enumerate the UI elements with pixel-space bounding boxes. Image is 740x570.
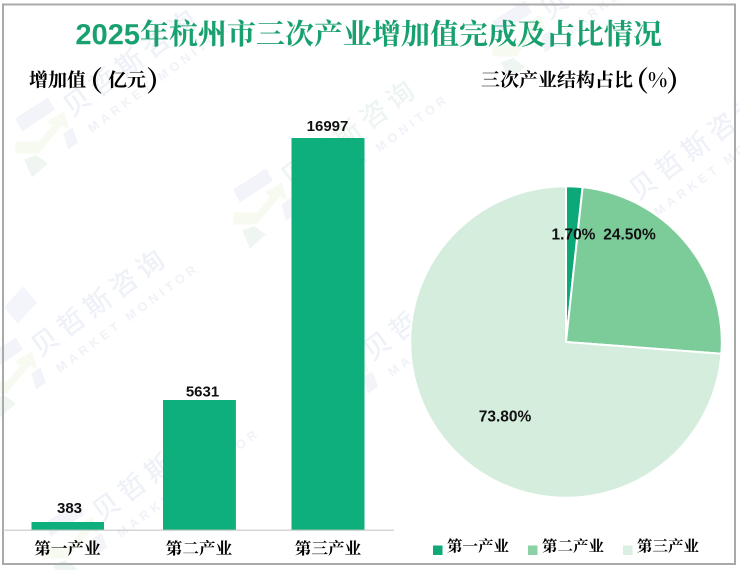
svg-text:1.70%: 1.70% xyxy=(552,226,596,243)
svg-text:MARKET MONITOR: MARKET MONITOR xyxy=(562,0,711,38)
svg-text:16997: 16997 xyxy=(307,118,349,135)
svg-text:5631: 5631 xyxy=(186,384,219,401)
svg-text:24.50%: 24.50% xyxy=(603,226,656,243)
svg-text:73.80%: 73.80% xyxy=(479,409,532,426)
svg-text:383: 383 xyxy=(57,500,82,517)
